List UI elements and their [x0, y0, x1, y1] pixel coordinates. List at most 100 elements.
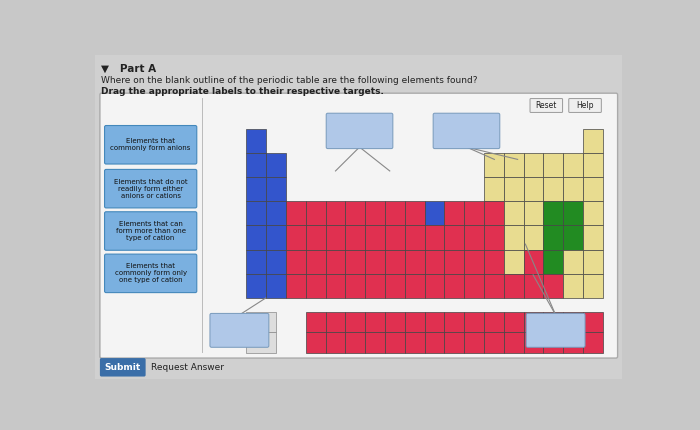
- Bar: [326, 201, 345, 225]
- Bar: [543, 201, 564, 225]
- Bar: [385, 201, 405, 225]
- Bar: [444, 274, 464, 298]
- Bar: [385, 225, 405, 249]
- Bar: [484, 201, 504, 225]
- Bar: [266, 201, 286, 225]
- Bar: [583, 129, 603, 153]
- FancyBboxPatch shape: [100, 358, 146, 377]
- Bar: [583, 312, 603, 332]
- Bar: [246, 312, 276, 332]
- Bar: [504, 153, 524, 177]
- Bar: [365, 249, 385, 274]
- Bar: [286, 274, 306, 298]
- Bar: [464, 249, 484, 274]
- Bar: [405, 274, 425, 298]
- Bar: [543, 274, 564, 298]
- Bar: [444, 249, 464, 274]
- Text: ▼   Part A: ▼ Part A: [102, 64, 157, 74]
- Bar: [583, 153, 603, 177]
- Bar: [524, 274, 543, 298]
- Bar: [444, 312, 464, 332]
- Bar: [524, 249, 543, 274]
- FancyBboxPatch shape: [210, 313, 269, 347]
- Bar: [246, 153, 266, 177]
- Bar: [405, 332, 425, 353]
- Bar: [405, 312, 425, 332]
- Text: Drag the appropriate labels to their respective targets.: Drag the appropriate labels to their res…: [102, 87, 384, 96]
- Bar: [345, 249, 365, 274]
- Text: Elements that
commonly form anions: Elements that commonly form anions: [111, 138, 191, 151]
- Bar: [564, 153, 583, 177]
- Bar: [266, 249, 286, 274]
- Bar: [564, 177, 583, 201]
- FancyBboxPatch shape: [104, 212, 197, 250]
- Bar: [543, 177, 564, 201]
- Bar: [504, 332, 524, 353]
- Bar: [583, 332, 603, 353]
- Bar: [464, 274, 484, 298]
- Bar: [286, 201, 306, 225]
- Text: Reset: Reset: [536, 101, 557, 110]
- Bar: [345, 274, 365, 298]
- Bar: [504, 312, 524, 332]
- Text: Submit: Submit: [104, 363, 141, 372]
- FancyBboxPatch shape: [526, 313, 585, 347]
- Bar: [326, 225, 345, 249]
- Bar: [464, 225, 484, 249]
- Bar: [246, 332, 276, 353]
- Bar: [484, 249, 504, 274]
- Bar: [246, 201, 266, 225]
- Bar: [326, 332, 345, 353]
- Bar: [246, 177, 266, 201]
- Bar: [444, 201, 464, 225]
- Bar: [306, 312, 326, 332]
- Bar: [564, 274, 583, 298]
- Bar: [306, 201, 326, 225]
- Bar: [326, 249, 345, 274]
- Bar: [365, 201, 385, 225]
- Bar: [246, 129, 266, 153]
- Bar: [286, 225, 306, 249]
- Bar: [564, 332, 583, 353]
- Bar: [365, 332, 385, 353]
- Text: Help: Help: [576, 101, 594, 110]
- Bar: [464, 332, 484, 353]
- Bar: [425, 312, 444, 332]
- Bar: [405, 225, 425, 249]
- Text: Elements that do not
readily form either
anions or cations: Elements that do not readily form either…: [114, 178, 188, 199]
- Bar: [425, 249, 444, 274]
- Bar: [385, 249, 405, 274]
- Bar: [444, 225, 464, 249]
- Bar: [385, 312, 405, 332]
- Bar: [583, 249, 603, 274]
- Bar: [326, 274, 345, 298]
- Bar: [246, 274, 266, 298]
- Bar: [543, 249, 564, 274]
- Bar: [504, 201, 524, 225]
- Bar: [583, 177, 603, 201]
- Bar: [246, 249, 266, 274]
- Bar: [504, 225, 524, 249]
- Bar: [306, 274, 326, 298]
- Bar: [385, 332, 405, 353]
- Bar: [564, 249, 583, 274]
- FancyBboxPatch shape: [433, 113, 500, 149]
- Bar: [583, 201, 603, 225]
- Bar: [345, 312, 365, 332]
- Bar: [484, 332, 504, 353]
- FancyBboxPatch shape: [104, 126, 197, 164]
- Bar: [365, 225, 385, 249]
- Bar: [425, 332, 444, 353]
- Bar: [425, 274, 444, 298]
- FancyBboxPatch shape: [104, 169, 197, 208]
- Bar: [504, 249, 524, 274]
- Text: Elements that
commonly form only
one type of cation: Elements that commonly form only one typ…: [115, 263, 187, 283]
- Bar: [484, 312, 504, 332]
- Bar: [345, 332, 365, 353]
- Bar: [543, 225, 564, 249]
- Bar: [583, 274, 603, 298]
- Bar: [405, 201, 425, 225]
- Bar: [385, 274, 405, 298]
- FancyBboxPatch shape: [530, 98, 563, 112]
- Bar: [524, 225, 543, 249]
